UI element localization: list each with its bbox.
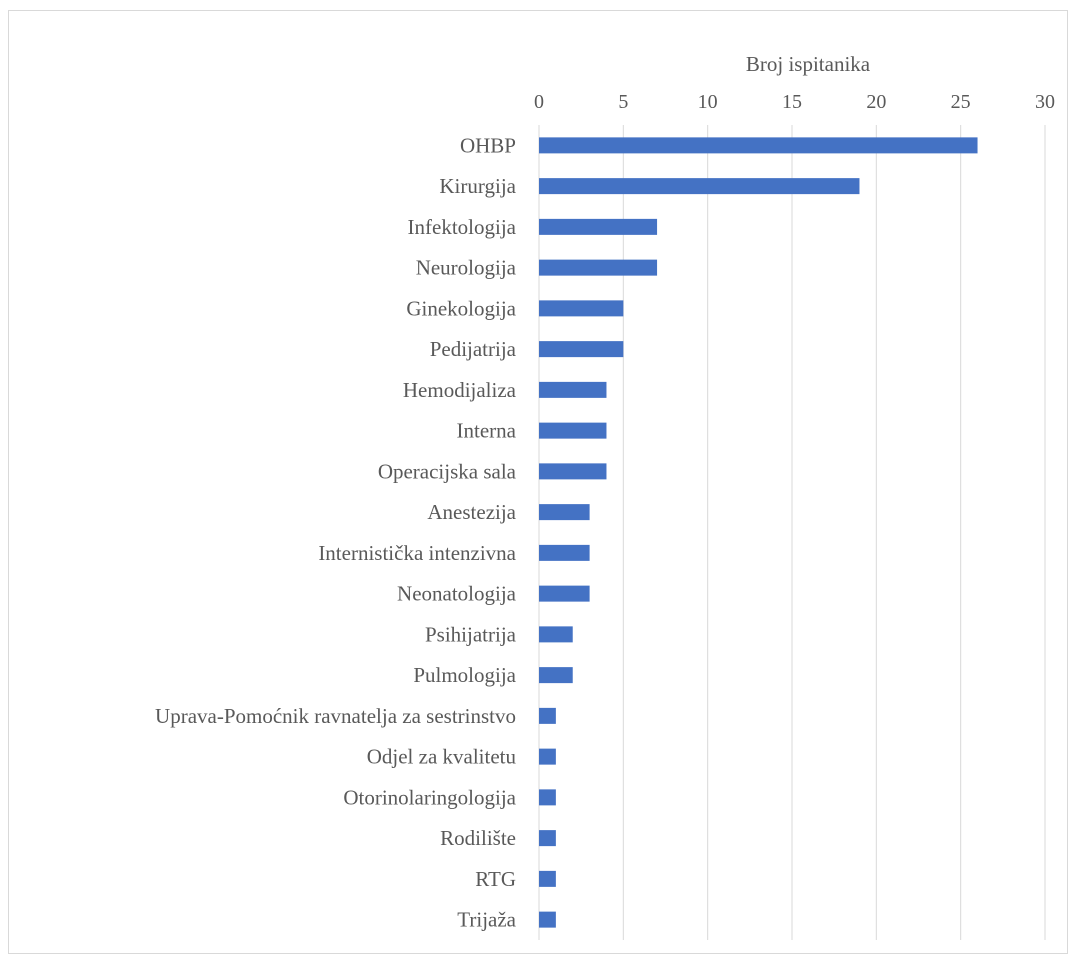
category-labels: OHBP Kirurgija Infektologija Neurologija Gin… <box>155 133 517 931</box>
category-label: Psihijatrija <box>425 622 517 646</box>
bar-10 <box>539 545 590 561</box>
bar-15 <box>539 749 556 765</box>
category-label: Internistička intenzivna <box>318 541 516 565</box>
bar-3 <box>539 260 657 276</box>
x-axis-title: Broj ispitanika <box>746 52 871 76</box>
gridlines <box>539 125 1045 940</box>
bar-11 <box>539 586 590 602</box>
category-label: Pedijatrija <box>430 337 517 361</box>
category-label: Kirurgija <box>439 174 516 198</box>
category-label: Ginekologija <box>406 296 516 320</box>
bar-12 <box>539 626 573 642</box>
category-label: Rodilište <box>440 826 516 850</box>
x-tick-label: 0 <box>534 91 544 113</box>
category-label: Odjel za kvalitetu <box>367 745 517 769</box>
bar-0 <box>539 137 978 153</box>
bar-6 <box>539 382 606 398</box>
bar-1 <box>539 178 859 194</box>
category-label: Neurologija <box>416 256 517 280</box>
category-label: Uprava-Pomoćnik ravnatelja za sestrinstv… <box>155 704 516 728</box>
x-tick-labels: 0 5 10 15 20 25 30 <box>534 91 1055 113</box>
bar-2 <box>539 219 657 235</box>
x-tick-label: 5 <box>618 91 628 113</box>
x-tick-label: 25 <box>951 91 971 113</box>
bars <box>539 137 978 927</box>
x-tick-label: 20 <box>866 91 886 113</box>
category-label: Infektologija <box>408 215 517 239</box>
bar-8 <box>539 463 606 479</box>
bar-4 <box>539 300 623 316</box>
category-label: Interna <box>457 419 517 443</box>
bar-18 <box>539 871 556 887</box>
category-label: Hemodijaliza <box>403 378 517 402</box>
bar-7 <box>539 423 606 439</box>
x-tick-label: 10 <box>698 91 718 113</box>
category-label: RTG <box>475 867 516 891</box>
category-label: Otorinolaringologija <box>343 785 516 809</box>
bar-17 <box>539 830 556 846</box>
category-label: Pulmologija <box>413 663 516 687</box>
bar-5 <box>539 341 623 357</box>
bar-13 <box>539 667 573 683</box>
x-tick-label: 30 <box>1035 91 1055 113</box>
bar-16 <box>539 789 556 805</box>
category-label: Anestezija <box>427 500 516 524</box>
category-label: OHBP <box>460 133 516 157</box>
bar-9 <box>539 504 590 520</box>
bar-14 <box>539 708 556 724</box>
x-tick-label: 15 <box>782 91 802 113</box>
bar-19 <box>539 912 556 928</box>
category-label: Neonatologija <box>397 582 517 606</box>
category-label: Trijaža <box>457 908 516 932</box>
category-label: Operacijska sala <box>378 459 517 483</box>
